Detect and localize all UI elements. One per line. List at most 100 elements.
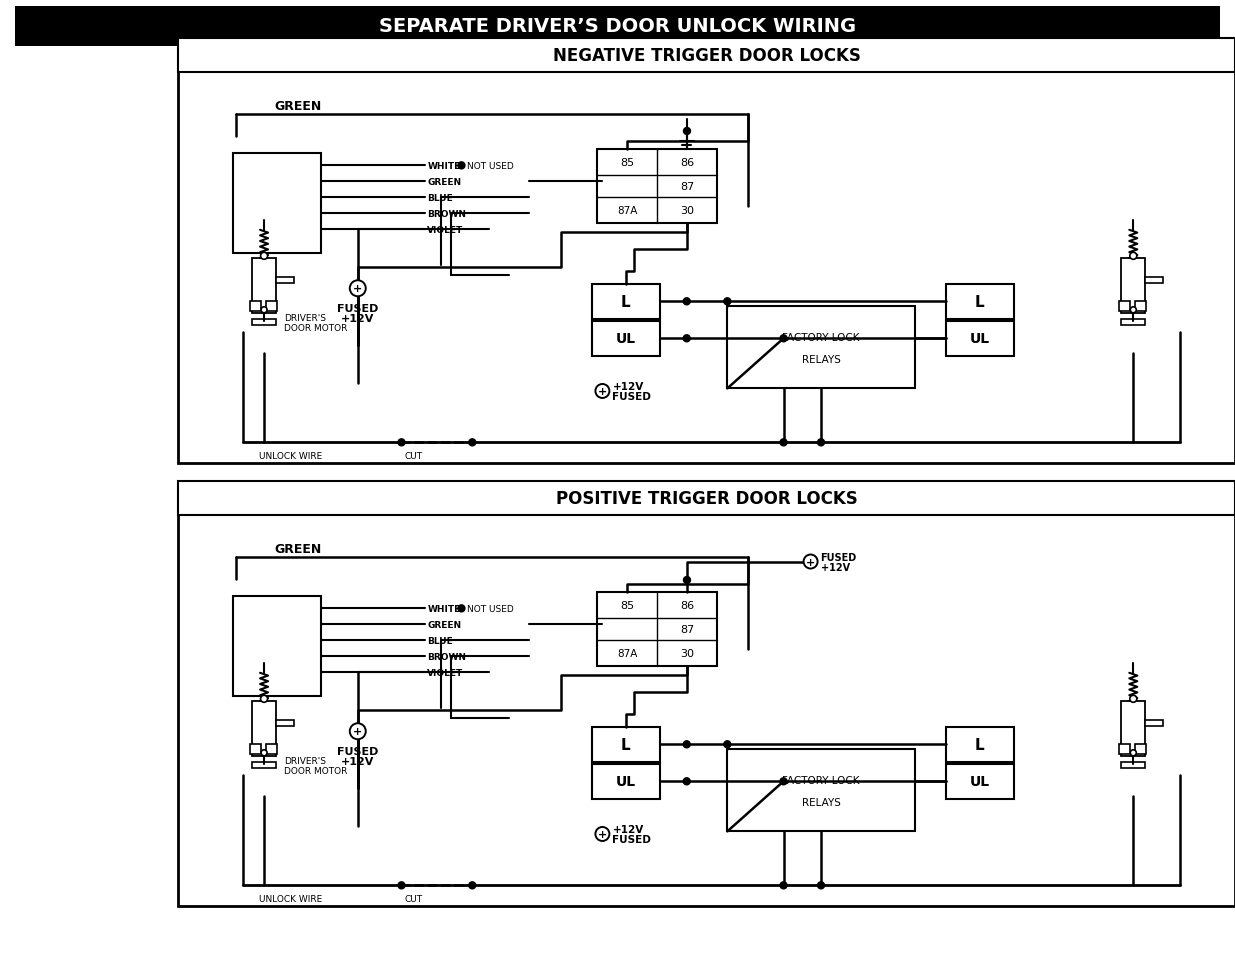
Bar <box>592 727 659 761</box>
Circle shape <box>724 298 731 306</box>
Bar <box>266 301 277 312</box>
Circle shape <box>595 827 609 841</box>
Bar <box>15 7 1220 47</box>
Text: UL: UL <box>616 332 636 346</box>
Circle shape <box>595 385 609 398</box>
Text: 87A: 87A <box>618 206 637 216</box>
Text: DRIVER'S: DRIVER'S <box>284 756 326 765</box>
Text: +: + <box>598 829 608 839</box>
Bar <box>1119 744 1130 754</box>
Circle shape <box>1130 696 1136 702</box>
Circle shape <box>398 882 405 889</box>
Bar <box>1145 277 1163 283</box>
Text: UNLOCK WIRE: UNLOCK WIRE <box>259 895 322 903</box>
Bar <box>1145 720 1163 726</box>
Circle shape <box>350 281 366 297</box>
Bar <box>178 481 1235 906</box>
Text: GREEN: GREEN <box>274 542 322 556</box>
Text: 87A: 87A <box>618 649 637 659</box>
Text: UL: UL <box>616 775 636 788</box>
Text: L: L <box>974 737 984 752</box>
Bar <box>1121 701 1145 756</box>
Text: 85: 85 <box>620 600 635 610</box>
Circle shape <box>469 882 475 889</box>
Bar <box>592 321 659 356</box>
Text: DOOR MOTOR: DOOR MOTOR <box>284 766 347 775</box>
Bar <box>1135 301 1146 312</box>
Circle shape <box>781 439 787 446</box>
Text: +: + <box>353 726 362 737</box>
Text: GREEN: GREEN <box>274 100 322 113</box>
Circle shape <box>724 741 731 748</box>
Bar <box>946 727 1014 761</box>
Bar <box>1121 762 1145 768</box>
Circle shape <box>261 308 267 314</box>
Circle shape <box>458 605 464 612</box>
Text: 87: 87 <box>679 182 694 192</box>
Circle shape <box>683 741 690 748</box>
Text: UL: UL <box>969 775 989 788</box>
Text: +12V: +12V <box>341 314 374 324</box>
Text: DOOR MOTOR: DOOR MOTOR <box>284 323 347 333</box>
Text: GREEN: GREEN <box>427 620 462 629</box>
Text: NOT USED: NOT USED <box>467 162 514 171</box>
Text: VIOLET: VIOLET <box>427 226 463 234</box>
Circle shape <box>261 253 268 260</box>
Circle shape <box>683 129 690 135</box>
Bar <box>178 481 1235 516</box>
Bar <box>266 744 277 754</box>
Bar <box>233 597 321 697</box>
Bar <box>946 321 1014 356</box>
Text: 87: 87 <box>679 624 694 635</box>
Bar <box>1121 319 1145 326</box>
Text: +12V: +12V <box>341 757 374 766</box>
Text: BROWN: BROWN <box>427 210 467 218</box>
Circle shape <box>398 439 405 446</box>
Text: FUSED: FUSED <box>613 392 651 401</box>
Text: NOT USED: NOT USED <box>467 604 514 613</box>
Circle shape <box>261 696 268 702</box>
Text: BROWN: BROWN <box>427 652 467 661</box>
Circle shape <box>683 577 690 584</box>
Text: FACTORY LOCK: FACTORY LOCK <box>782 776 860 785</box>
Text: +12V: +12V <box>613 381 643 392</box>
Bar <box>252 258 277 314</box>
Text: FACTORY LOCK: FACTORY LOCK <box>782 333 860 343</box>
Circle shape <box>818 882 825 889</box>
Text: RELAYS: RELAYS <box>802 798 841 807</box>
Text: RELAYS: RELAYS <box>802 355 841 365</box>
Bar <box>249 744 261 754</box>
Bar <box>277 277 294 283</box>
Bar <box>1119 301 1130 312</box>
Circle shape <box>818 439 825 446</box>
Bar <box>252 762 277 768</box>
Text: BLUE: BLUE <box>427 637 453 645</box>
Circle shape <box>781 778 787 785</box>
Text: WHITE: WHITE <box>427 162 461 171</box>
Text: WHITE: WHITE <box>427 604 461 613</box>
Text: BLUE: BLUE <box>427 193 453 203</box>
Text: 86: 86 <box>680 157 694 168</box>
Text: L: L <box>621 294 631 310</box>
Text: GREEN: GREEN <box>427 177 462 187</box>
Circle shape <box>350 723 366 740</box>
Bar <box>727 306 915 389</box>
Bar <box>946 764 1014 799</box>
Text: SEPARATE DRIVER’S DOOR UNLOCK WIRING: SEPARATE DRIVER’S DOOR UNLOCK WIRING <box>379 17 856 36</box>
Bar <box>598 150 716 224</box>
Bar <box>233 154 321 254</box>
Bar <box>598 593 716 666</box>
Text: FUSED: FUSED <box>820 552 857 562</box>
Text: DRIVER'S: DRIVER'S <box>284 314 326 322</box>
Text: CUT: CUT <box>405 895 422 903</box>
Circle shape <box>804 555 818 569</box>
Text: 85: 85 <box>620 157 635 168</box>
Circle shape <box>781 335 787 342</box>
Text: +: + <box>598 387 608 396</box>
Bar <box>249 301 261 312</box>
Text: UL: UL <box>969 332 989 346</box>
Text: UNLOCK WIRE: UNLOCK WIRE <box>259 452 322 461</box>
Circle shape <box>683 298 690 306</box>
Text: L: L <box>621 737 631 752</box>
Bar <box>727 749 915 831</box>
